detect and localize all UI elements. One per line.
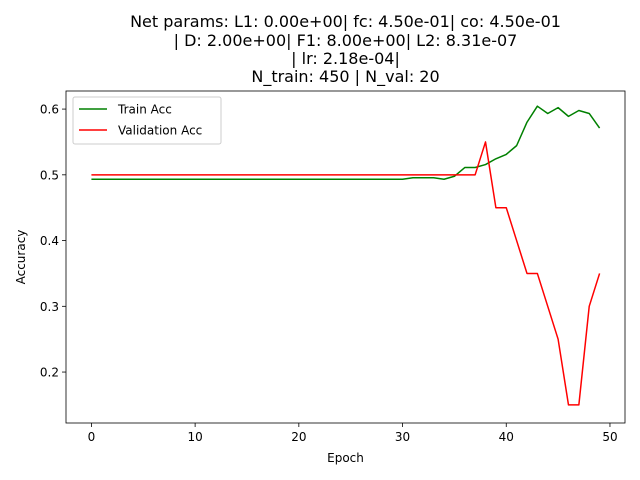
y-tick-label: 0.4 bbox=[40, 234, 59, 248]
series-layer bbox=[91, 105, 601, 406]
y-tick-label: 0.2 bbox=[40, 366, 59, 380]
x-tick-label: 10 bbox=[187, 430, 202, 444]
y-axis-label: Accuracy bbox=[14, 230, 28, 285]
legend-train-acc-label: Train Acc bbox=[117, 103, 172, 117]
legend: Train Acc Validation Acc bbox=[72, 96, 222, 145]
series-validation-acc-line bbox=[91, 141, 601, 406]
y-tick-label: 0.5 bbox=[40, 168, 59, 182]
x-axis-label: Epoch bbox=[327, 451, 364, 465]
x-tick-label: 20 bbox=[291, 430, 306, 444]
x-tick-label: 30 bbox=[395, 430, 410, 444]
x-tick-label: 40 bbox=[499, 430, 514, 444]
x-tick-label: 0 bbox=[88, 430, 96, 444]
y-tick-label: 0.6 bbox=[40, 103, 59, 117]
title-line-1: Net params: L1: 0.00e+00| fc: 4.50e-01| … bbox=[130, 12, 561, 31]
plot-area bbox=[66, 91, 625, 423]
chart-title: Net params: L1: 0.00e+00| fc: 4.50e-01| … bbox=[130, 12, 561, 87]
title-line-3: | lr: 2.18e-04| bbox=[291, 49, 400, 68]
legend-box bbox=[72, 96, 222, 145]
axes-frame bbox=[65, 90, 626, 424]
title-line-4: N_train: 450 | N_val: 20 bbox=[251, 67, 439, 87]
title-line-2: | D: 2.00e+00| F1: 8.00e+00| L2: 8.31e-0… bbox=[174, 31, 518, 50]
legend-validation-acc-label: Validation Acc bbox=[118, 124, 202, 138]
series-train-acc-line bbox=[91, 105, 601, 180]
x-tick-label: 50 bbox=[602, 430, 617, 444]
y-tick-label: 0.3 bbox=[40, 300, 59, 314]
x-axis-ticks: 0 10 20 30 40 50 bbox=[88, 423, 618, 444]
y-axis-ticks: 0.2 0.3 0.4 0.5 0.6 bbox=[40, 103, 66, 380]
